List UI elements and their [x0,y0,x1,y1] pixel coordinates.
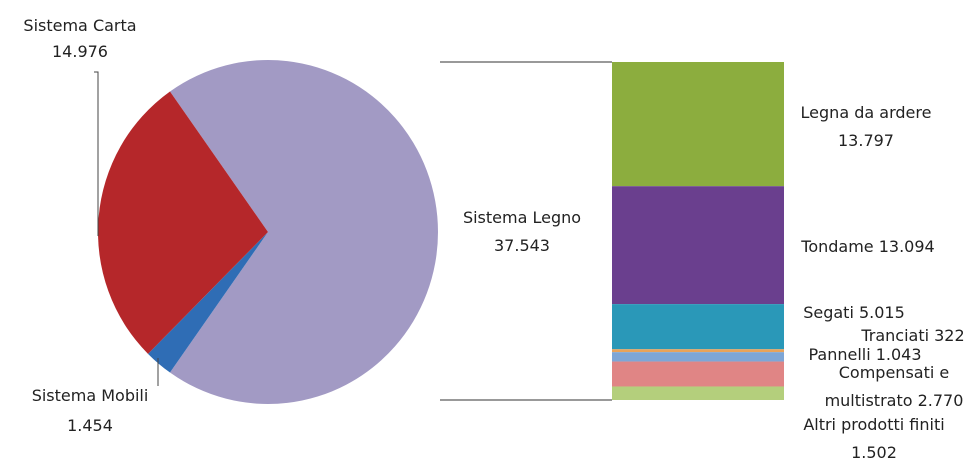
bar-value-altri-prodotti-finiti: 1.502 [851,443,897,462]
bar-label-altri-prodotti-finiti: Altri prodotti finiti [803,415,944,434]
bar-label-segati: Segati 5.015 [803,303,905,322]
bar-label-tondame: Tondame 13.094 [800,237,934,256]
data-labels: Sistema Carta 14.976 Sistema Mobili 1.454 Si… [23,16,964,462]
bar-value-legna-da-ardere: 13.797 [838,131,894,150]
pie-label-sistema-mobili: Sistema Mobili [32,386,149,405]
pie-chart [97,60,438,405]
bar-label-pannelli: Pannelli 1.043 [808,345,921,364]
connector-lines [440,61,612,401]
pie-slice-sistema-carta [97,91,268,354]
pie-slice-sistema-legno [169,60,438,405]
bar-segment-pannelli [612,352,784,362]
bar-segment-altri-prodotti-finiti [612,386,784,400]
bar-segment-tranciati [612,349,784,353]
bar-label-compensati-e-multistrato: Compensati e [839,363,949,382]
leader-line-sistema-carta [94,71,99,236]
bar-label-legna-da-ardere: Legna da ardere [801,103,932,122]
pie-value-sistema-carta: 14.976 [52,42,108,61]
bar-segment-tondame [612,186,784,305]
pie-value-sistema-mobili: 1.454 [67,416,113,435]
pie-label-sistema-carta: Sistema Carta [23,16,136,35]
pie-slice-sistema-mobili [147,232,268,373]
pie-label-sistema-legno: Sistema Legno [463,208,581,227]
bar-value-compensati-e-multistrato: multistrato 2.770 [825,391,964,410]
bar-label-tranciati: Tranciati 322 [860,326,964,345]
bar-segment-legna-da-ardere [612,62,784,187]
stacked-bar-chart [612,62,784,400]
pie-value-sistema-legno: 37.543 [494,236,550,255]
bar-segment-compensati-e-multistrato [612,361,784,387]
bar-segment-segati [612,304,784,350]
